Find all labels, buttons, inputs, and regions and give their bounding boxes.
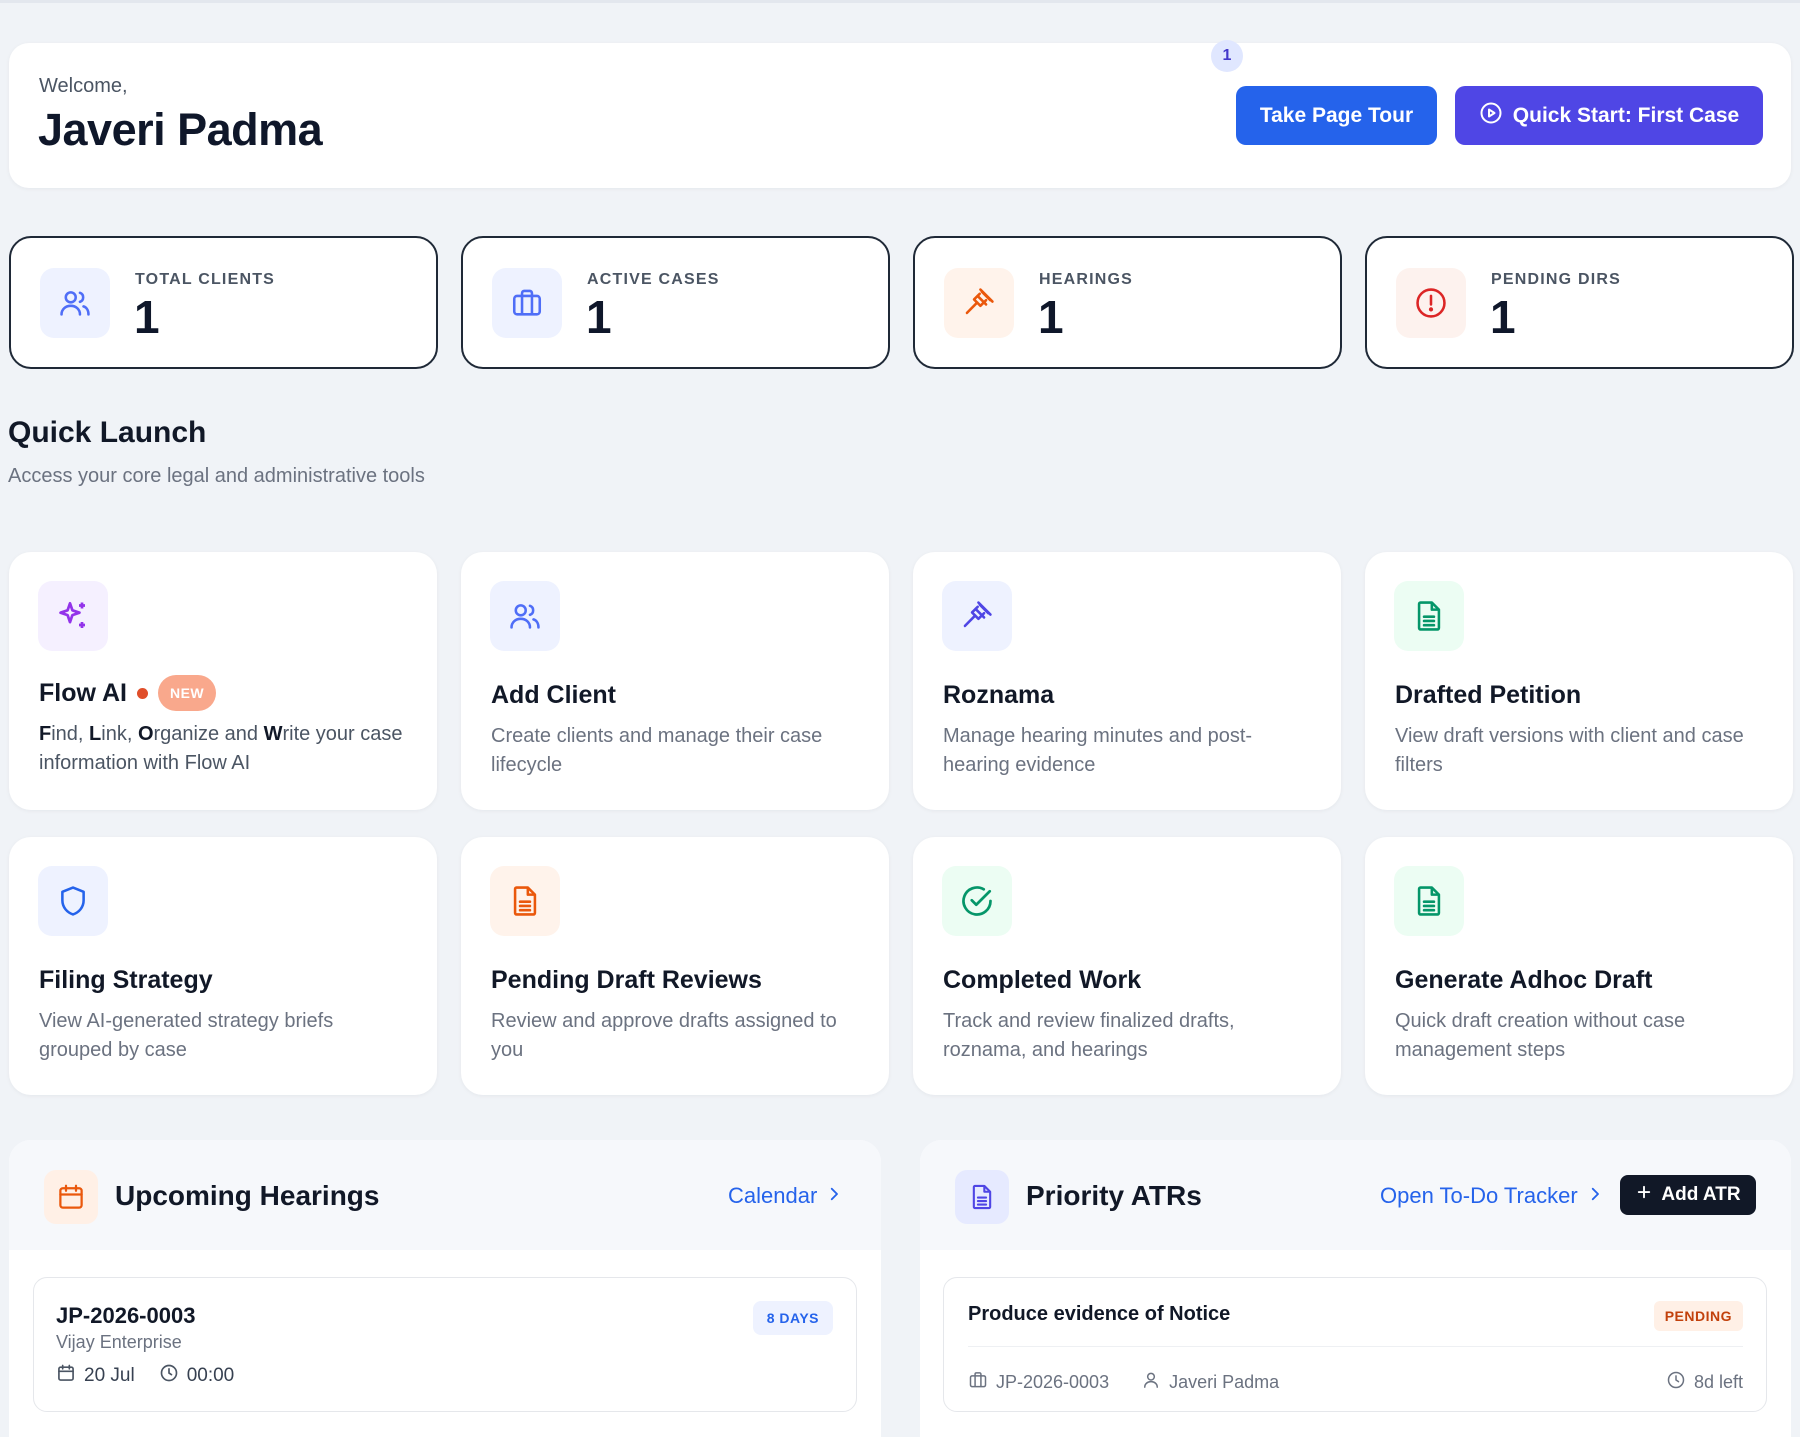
status-badge: PENDING <box>1653 1301 1743 1331</box>
atr-count-badge: 1 <box>1211 40 1243 72</box>
launch-card-description: Find, Link, Organize and Write your case… <box>39 723 403 774</box>
launch-card-description: Create clients and manage their case lif… <box>491 725 823 776</box>
stat-value: 1 <box>586 291 612 343</box>
calendar-icon <box>44 1170 98 1224</box>
launch-card-description: View draft versions with client and case… <box>1395 725 1744 776</box>
stat-label: TOTAL CLIENTS <box>135 271 276 288</box>
panel-title: Priority ATRs <box>1026 1180 1202 1211</box>
welcome-label: Welcome, <box>39 75 128 97</box>
quick-start-label: Quick Start: First Case <box>1512 103 1740 127</box>
launch-card-description: Quick draft creation without case manage… <box>1395 1010 1686 1061</box>
play-circle-icon <box>1479 101 1503 131</box>
launch-card-title: Roznama <box>943 681 1055 709</box>
take-page-tour-button[interactable]: Take Page Tour <box>1236 86 1437 145</box>
briefcase-icon <box>492 268 562 338</box>
document-icon <box>1394 866 1464 936</box>
launch-card-add-client[interactable]: Add Client Create clients and manage the… <box>461 552 889 810</box>
users-icon <box>40 268 110 338</box>
stat-label: HEARINGS <box>1039 271 1134 288</box>
calendar-link[interactable]: Calendar <box>728 1183 843 1209</box>
launch-card-flow-ai[interactable]: Flow AI NEW Find, Link, Organize and Wri… <box>9 552 437 810</box>
take-page-tour-label: Take Page Tour <box>1259 103 1414 127</box>
launch-card-description: View AI-generated strategy briefs groupe… <box>39 1010 334 1061</box>
open-todo-tracker-label: Open To-Do Tracker <box>1380 1183 1578 1208</box>
clock-icon <box>1666 1370 1686 1395</box>
check-circle-icon <box>942 866 1012 936</box>
divider <box>968 1346 1743 1347</box>
alert-circle-icon <box>1396 268 1466 338</box>
clock-icon <box>159 1363 179 1389</box>
launch-card-description: Manage hearing minutes and post-hearing … <box>943 725 1253 776</box>
hearing-datetime-row: 20 Jul 00:00 <box>56 1363 234 1389</box>
launch-card-title: Pending Draft Reviews <box>491 966 762 994</box>
days-remaining-badge: 8 DAYS <box>752 1301 833 1335</box>
launch-card-title: Completed Work <box>943 966 1142 994</box>
panel-title: Upcoming Hearings <box>115 1180 380 1211</box>
launch-card-title: Filing Strategy <box>39 966 213 994</box>
launch-card-description: Track and review finalized drafts, rozna… <box>943 1010 1235 1061</box>
launch-card-title: Flow AI <box>39 678 127 707</box>
gavel-icon <box>942 581 1012 651</box>
add-atr-label: Add ATR <box>1661 1184 1741 1205</box>
flow-ai-title-row: Flow AI NEW <box>39 675 217 711</box>
plus-icon <box>1635 1183 1653 1207</box>
hearing-date: 20 Jul <box>84 1365 135 1386</box>
stat-value: 1 <box>134 291 160 343</box>
atr-meta-row: JP-2026-0003 Javeri Padma <box>968 1370 1279 1395</box>
user-name: Javeri Padma <box>38 104 323 155</box>
launch-card-pending-draft-reviews[interactable]: Pending Draft Reviews Review and approve… <box>461 837 889 1095</box>
hearing-case-id: JP-2026-0003 <box>56 1303 196 1328</box>
sparkles-icon <box>38 581 108 651</box>
launch-card-title: Generate Adhoc Draft <box>1395 966 1653 994</box>
launch-card-roznama[interactable]: Roznama Manage hearing minutes and post-… <box>913 552 1341 810</box>
shield-icon <box>38 866 108 936</box>
stat-card-pending-dirs[interactable]: PENDING DIRS 1 <box>1365 236 1794 369</box>
panel-header: Upcoming Hearings Calendar <box>9 1140 881 1250</box>
launch-card-title: Add Client <box>491 681 616 709</box>
atr-due-row: 8d left <box>1666 1370 1743 1395</box>
users-icon <box>490 581 560 651</box>
stat-card-active-cases[interactable]: ACTIVE CASES 1 <box>461 236 890 369</box>
new-badge: NEW <box>157 675 217 711</box>
quick-launch-title: Quick Launch <box>8 416 207 449</box>
open-todo-tracker-link[interactable]: Open To-Do Tracker <box>1380 1183 1604 1209</box>
stat-card-total-clients[interactable]: TOTAL CLIENTS 1 <box>9 236 438 369</box>
stat-value: 1 <box>1038 291 1064 343</box>
atr-item[interactable]: Produce evidence of Notice PENDING JP-20… <box>943 1277 1767 1412</box>
add-atr-button[interactable]: Add ATR <box>1620 1175 1756 1215</box>
launch-card-description: Review and approve drafts assigned to yo… <box>491 1010 837 1061</box>
quick-launch-subtitle: Access your core legal and administrativ… <box>8 465 425 487</box>
atr-assignee: Javeri Padma <box>1169 1372 1280 1392</box>
hearing-item[interactable]: JP-2026-0003 Vijay Enterprise 8 DAYS 20 … <box>33 1277 857 1412</box>
top-divider <box>0 0 1800 3</box>
atr-title: Produce evidence of Notice <box>968 1303 1231 1325</box>
document-icon <box>490 866 560 936</box>
document-icon <box>1394 581 1464 651</box>
quick-start-button[interactable]: Quick Start: First Case <box>1455 86 1763 145</box>
hearing-time: 00:00 <box>186 1365 235 1386</box>
launch-card-title: Drafted Petition <box>1395 681 1582 709</box>
user-icon <box>1141 1370 1161 1395</box>
stat-label: ACTIVE CASES <box>587 271 720 288</box>
atr-case-id: JP-2026-0003 <box>996 1372 1110 1392</box>
calendar-icon <box>56 1363 76 1389</box>
notification-dot <box>136 687 148 699</box>
launch-card-completed-work[interactable]: Completed Work Track and review finalize… <box>913 837 1341 1095</box>
atr-due: 8d left <box>1693 1372 1743 1392</box>
launch-card-filing-strategy[interactable]: Filing Strategy View AI-generated strate… <box>9 837 437 1095</box>
document-icon <box>955 1170 1009 1224</box>
gavel-icon <box>944 268 1014 338</box>
welcome-header: Welcome, Javeri Padma Take Page Tour Qui… <box>9 43 1791 188</box>
calendar-link-label: Calendar <box>728 1183 818 1208</box>
stat-value: 1 <box>1490 291 1516 343</box>
launch-card-generate-adhoc-draft[interactable]: Generate Adhoc Draft Quick draft creatio… <box>1365 837 1793 1095</box>
briefcase-icon <box>968 1370 988 1395</box>
launch-card-drafted-petition[interactable]: Drafted Petition View draft versions wit… <box>1365 552 1793 810</box>
chevron-right-icon <box>1586 1183 1604 1209</box>
hearing-client-name: Vijay Enterprise <box>56 1332 182 1352</box>
stat-label: PENDING DIRS <box>1491 271 1621 288</box>
chevron-right-icon <box>825 1183 843 1209</box>
stat-card-hearings[interactable]: HEARINGS 1 <box>913 236 1342 369</box>
